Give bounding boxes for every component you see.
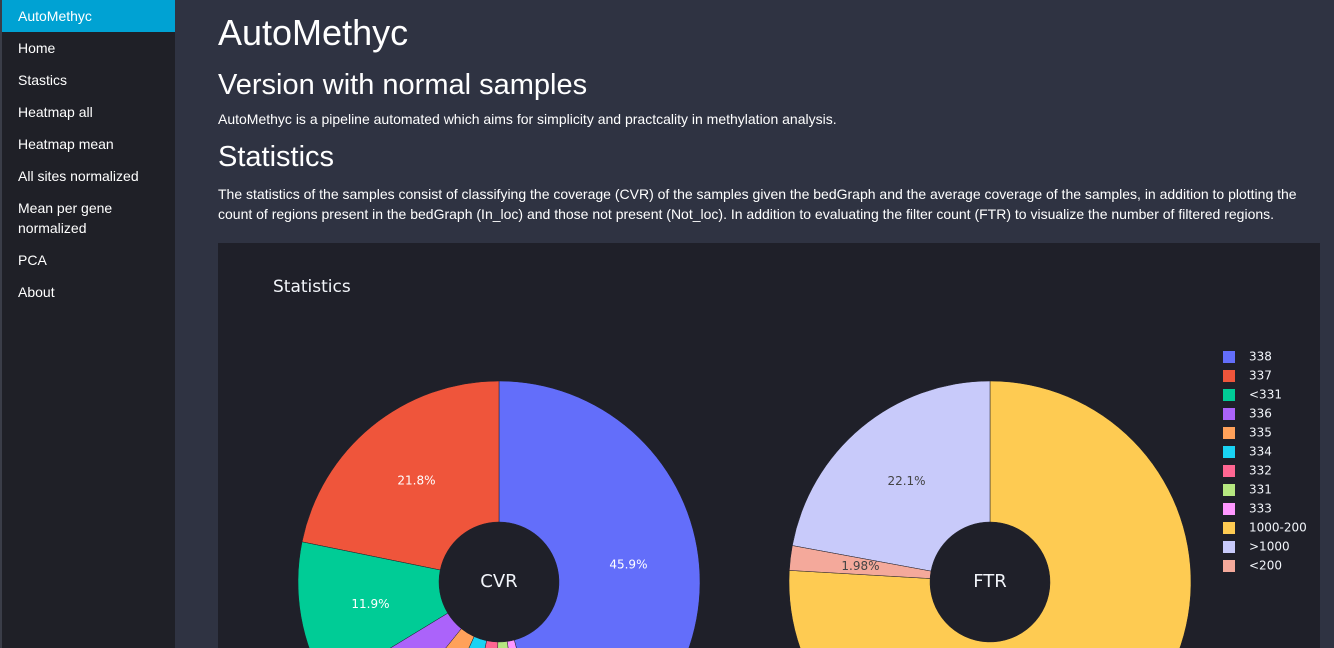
legend-swatch	[1223, 389, 1235, 401]
legend-swatch	[1223, 465, 1235, 477]
pie-slice	[792, 380, 991, 572]
legend-label: 335	[1249, 426, 1272, 440]
chart: Statistics 45.9% 21.8% 11.9% CVR 22.1% 1.98% F…	[218, 243, 1320, 648]
nav-item[interactable]: Heatmap all	[18, 104, 93, 120]
nav-item[interactable]: Mean per gene normalized	[18, 200, 113, 236]
main-content: AutoMethyc Version with normal samples A…	[218, 0, 1318, 224]
page-title: AutoMethyc	[218, 12, 409, 53]
pie-slice	[497, 641, 509, 648]
nav-item[interactable]: Heatmap mean	[18, 136, 114, 152]
legend-swatch	[1223, 522, 1235, 534]
legend-label: 338	[1249, 350, 1272, 364]
pie-slice	[297, 541, 449, 648]
legend-label: 333	[1249, 502, 1272, 516]
legend-label: 1000-200	[1249, 521, 1307, 535]
legend-swatch	[1223, 408, 1235, 420]
legend-swatch	[1223, 446, 1235, 458]
nav-item[interactable]: Home	[18, 40, 56, 56]
hole-label: FTR	[973, 571, 1007, 592]
slice-label: 21.8%	[397, 473, 435, 487]
nav-item[interactable]: About	[18, 284, 55, 300]
pie-slice	[390, 612, 462, 648]
intro-text: AutoMethyc is a pipeline automated which…	[218, 111, 837, 127]
slice-label: 45.9%	[609, 558, 647, 572]
legend-label: 334	[1249, 445, 1272, 459]
section-title: Statistics	[218, 141, 335, 173]
chart-title: Statistics	[273, 277, 351, 297]
legend-swatch	[1223, 541, 1235, 553]
legend-swatch	[1223, 370, 1235, 382]
legend-label: 337	[1249, 369, 1272, 383]
legend-label: 331	[1249, 483, 1272, 497]
legend-swatch	[1223, 560, 1235, 572]
hole-label: CVR	[480, 571, 517, 592]
pie-slice	[506, 639, 517, 648]
pie-slice	[468, 636, 487, 648]
legend-label: 336	[1249, 407, 1272, 421]
section-text: The statistics of the samples consist of…	[218, 186, 1297, 222]
nav-item[interactable]: All sites normalized	[18, 168, 139, 184]
legend-label: <331	[1249, 388, 1282, 402]
nav-item[interactable]: AutoMethyc	[2, 0, 175, 32]
nav-item[interactable]: Stastics	[18, 72, 68, 88]
pie-slice	[789, 545, 932, 579]
slice-label: 11.9%	[351, 597, 389, 611]
slice-label: 1.98%	[841, 559, 879, 573]
pie-slice	[445, 628, 475, 648]
pie-slice	[498, 380, 701, 648]
legend-label: 332	[1249, 464, 1272, 478]
nav-item[interactable]: PCA	[18, 252, 47, 268]
sidebar: AutoMethyc Home Stastics Heatmap all Heatmap…	[0, 0, 175, 648]
pie-slice	[301, 380, 500, 571]
legend-label: >1000	[1249, 540, 1290, 554]
legend-label: <200	[1249, 559, 1282, 573]
legend-swatch	[1223, 351, 1235, 363]
slice-label: 22.1%	[887, 474, 925, 488]
subtitle: Version with normal samples	[218, 69, 588, 101]
pie-slice	[484, 640, 499, 648]
legend-swatch	[1223, 427, 1235, 439]
legend-swatch	[1223, 484, 1235, 496]
legend-swatch	[1223, 503, 1235, 515]
